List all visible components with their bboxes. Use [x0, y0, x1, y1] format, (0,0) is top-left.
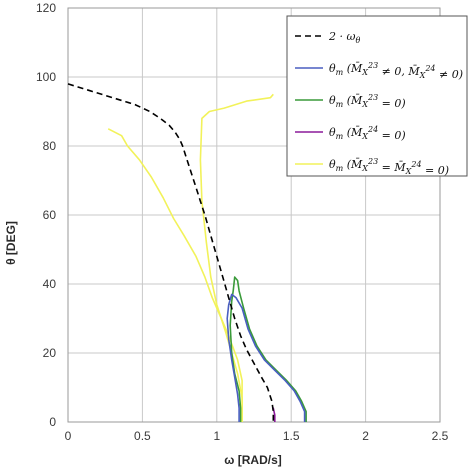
series-line-0	[67, 83, 275, 422]
y-axis-label: θ [DEG]	[4, 221, 18, 265]
x-axis-label: ω [RAD/s]	[224, 453, 281, 467]
legend-label-3: θm (M̄X24 = 0)	[329, 125, 406, 142]
x-tick-label: 2.5	[432, 429, 449, 443]
legend-box	[286, 15, 468, 177]
x-tick-label: 1.5	[283, 429, 300, 443]
y-tick-label: 60	[43, 208, 57, 222]
x-tick-label: 0.5	[134, 429, 151, 443]
y-tick-label: 80	[43, 139, 57, 153]
y-tick-label: 100	[36, 70, 56, 84]
x-tick-label: 2	[362, 429, 369, 443]
x-tick-label: 1	[213, 429, 220, 443]
legend-label-1: θm (M̄X23 ≠ 0, M̄X24 ≠ 0)	[329, 61, 463, 81]
y-tick-label: 0	[49, 415, 56, 429]
y-tick-label: 20	[43, 346, 57, 360]
series-line-4-branch	[199, 93, 274, 422]
legend-label-4: θm (M̄X23 = M̄X24 = 0)	[329, 157, 449, 177]
series-line-4	[107, 128, 243, 422]
y-tick-label: 40	[43, 277, 57, 291]
x-tick-label: 0	[65, 429, 72, 443]
series-layer	[67, 83, 307, 422]
tick-labels: 0 0.5 1 1.5 2 2.5 0 20 40 60 80 100 120	[36, 1, 449, 443]
series-line-1	[226, 293, 306, 422]
plot-frame	[67, 7, 441, 423]
legend-label-2: θm (M̄X23 = 0)	[329, 93, 406, 110]
legend-label-0: 2 · ωθ	[328, 30, 360, 45]
y-tick-label: 120	[36, 1, 56, 15]
legend: 2 · ωθ θm (M̄X23 ≠ 0, M̄X24 ≠ 0) θm (M̄X23…	[286, 15, 468, 177]
